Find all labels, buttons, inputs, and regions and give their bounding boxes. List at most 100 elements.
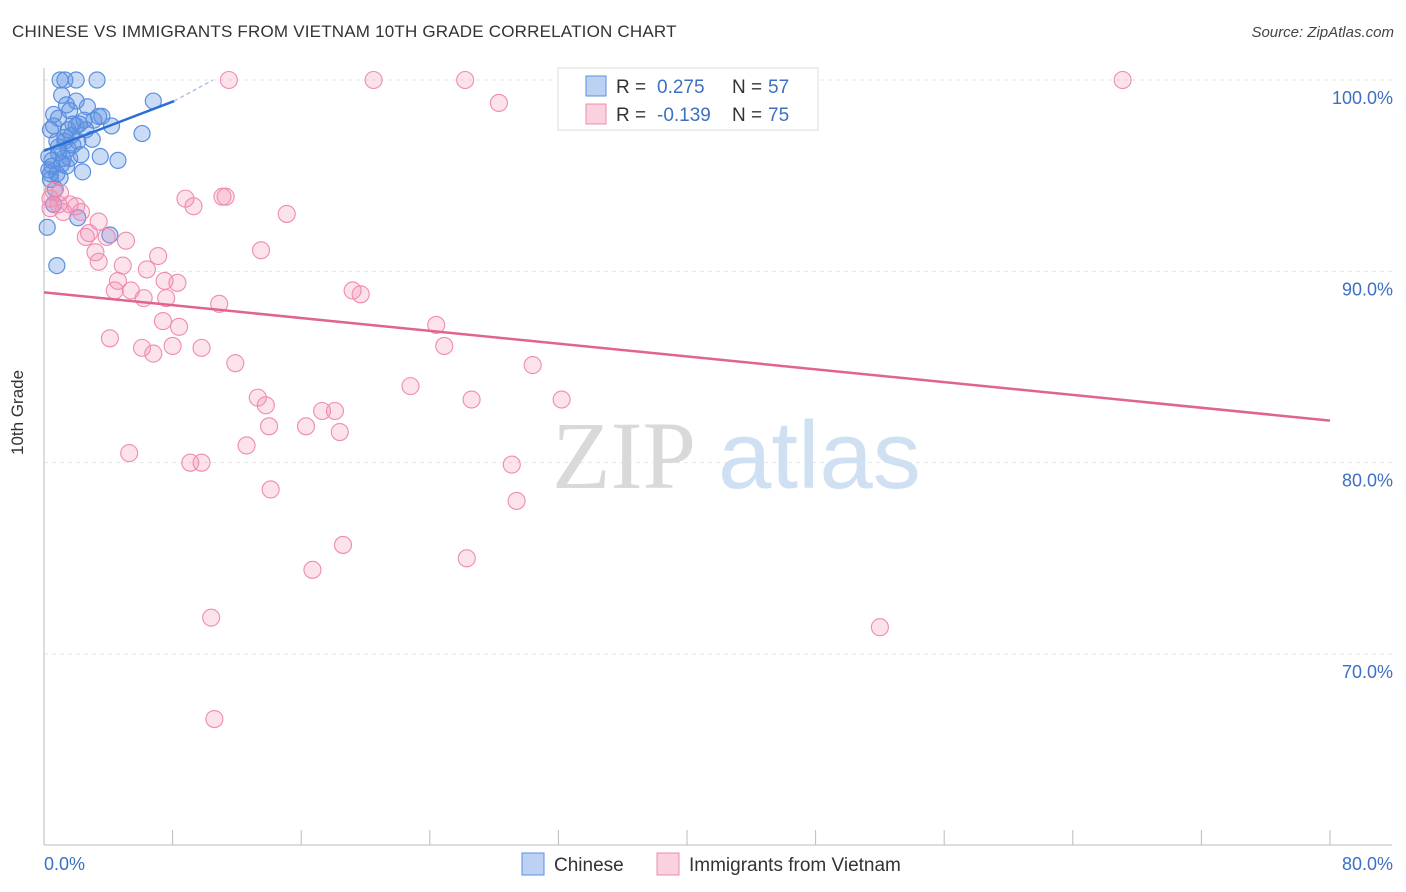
vietnam-point [168, 273, 187, 292]
y-tick-label: 90.0% [1342, 279, 1393, 299]
vietnam-point [137, 260, 156, 279]
tick-labels: 100.0% 90.0% 80.0% 70.0% 0.0% 80.0% [44, 88, 1393, 874]
vietnam-point [351, 285, 370, 304]
vietnam-point [54, 202, 73, 222]
chinese-point [133, 124, 151, 143]
vietnam-point [210, 294, 229, 313]
series-legend-swatch [656, 852, 680, 876]
y-tick-label: 100.0% [1332, 88, 1393, 108]
vietnam-point [552, 390, 571, 409]
watermark-zip: ZIP [552, 402, 696, 509]
chinese-trend-extension [173, 79, 214, 102]
vietnam-point [169, 317, 189, 336]
chart-title: CHINESE VS IMMIGRANTS FROM VIETNAM 10TH … [12, 22, 677, 41]
series-legend: Chinese Immigrants from Vietnam [521, 852, 901, 876]
vietnam-point [157, 289, 176, 308]
stats-r-label: R = [616, 77, 646, 98]
stats-legend-swatch [585, 75, 607, 97]
vietnam-point [149, 246, 168, 266]
chinese-point [48, 256, 66, 275]
vietnam-point [226, 354, 245, 373]
vietnam-point [97, 227, 116, 246]
stats-n-value: 75 [768, 105, 789, 126]
vietnam-point [333, 535, 353, 554]
vietnam-point [427, 315, 446, 334]
chinese-point [38, 218, 56, 236]
chinese-point [41, 165, 60, 183]
vietnam-point [133, 338, 152, 357]
vietnam-point [325, 401, 345, 421]
vietnam-point [296, 417, 316, 436]
vietnam-point [192, 338, 211, 357]
vietnam-point [256, 396, 275, 415]
vietnam-point [108, 271, 127, 290]
vietnam-point [71, 202, 91, 222]
chinese-point [109, 151, 127, 169]
vietnam-point [303, 560, 322, 579]
chinese-point [53, 86, 71, 104]
vietnam-point [205, 710, 224, 729]
vietnam-trend-line [43, 291, 1331, 422]
chinese-point [67, 71, 85, 89]
vietnam-point [364, 70, 383, 90]
series-legend-label: Immigrants from Vietnam [689, 855, 901, 876]
stats-legend-swatch [585, 103, 607, 125]
stats-n-label: N = [732, 105, 762, 126]
vietnam-point [163, 336, 182, 356]
gridlines [44, 79, 1392, 655]
vietnam-point [523, 356, 542, 375]
series-chinese-points [38, 71, 162, 275]
vietnam-point [489, 93, 508, 113]
stats-r-value: 0.275 [657, 77, 705, 98]
vietnam-point [507, 491, 526, 510]
chinese-point [54, 149, 72, 168]
series-legend-label: Chinese [554, 855, 624, 876]
vietnam-point [457, 549, 476, 568]
vietnam-point [870, 618, 889, 637]
vietnam-point [219, 70, 238, 90]
watermark-atlas: atlas [718, 402, 921, 509]
vietnam-point [330, 423, 349, 442]
stats-legend: R = 0.275 N = 57 R = -0.139 N = 75 [557, 67, 819, 131]
watermark: ZIP atlas [552, 402, 921, 509]
vietnam-point [144, 344, 163, 363]
stats-n-label: N = [732, 77, 762, 98]
vietnam-point [116, 231, 136, 250]
vietnam-point [462, 390, 481, 409]
vietnam-point [259, 417, 279, 436]
vietnam-point [251, 241, 271, 260]
y-tick-label: 80.0% [1342, 471, 1393, 491]
series-vietnam-points [41, 70, 1132, 729]
chinese-point [101, 226, 119, 244]
chinese-trend-line [43, 99, 175, 152]
vietnam-point [153, 312, 173, 331]
source-label: Source: ZipAtlas.com [1251, 24, 1394, 41]
axes [43, 68, 1392, 846]
chinese-point [73, 163, 92, 181]
vietnam-point [120, 444, 139, 463]
vietnam-point [192, 453, 211, 472]
vietnam-point [401, 377, 420, 396]
trend-lines [43, 79, 1331, 422]
vietnam-point [261, 480, 280, 499]
stats-n-value: 57 [768, 77, 789, 98]
stats-r-label: R = [616, 105, 646, 126]
vietnam-point [237, 436, 256, 455]
vietnam-point [1113, 70, 1132, 90]
x-tick-label: 0.0% [44, 854, 85, 874]
vietnam-point [89, 252, 108, 271]
series-legend-swatch [521, 852, 545, 876]
vietnam-point [202, 608, 221, 627]
vietnam-point [76, 227, 95, 246]
vietnam-point [502, 455, 521, 474]
vietnam-point [456, 70, 475, 90]
stats-r-value: -0.139 [657, 105, 711, 126]
vietnam-point [105, 281, 124, 300]
stats-legend-box [557, 67, 819, 131]
x-tick-label: 80.0% [1342, 854, 1393, 874]
vietnam-point [100, 329, 119, 348]
vietnam-point [277, 204, 296, 223]
y-tick-label: 70.0% [1342, 662, 1393, 682]
vietnam-point [213, 187, 232, 206]
